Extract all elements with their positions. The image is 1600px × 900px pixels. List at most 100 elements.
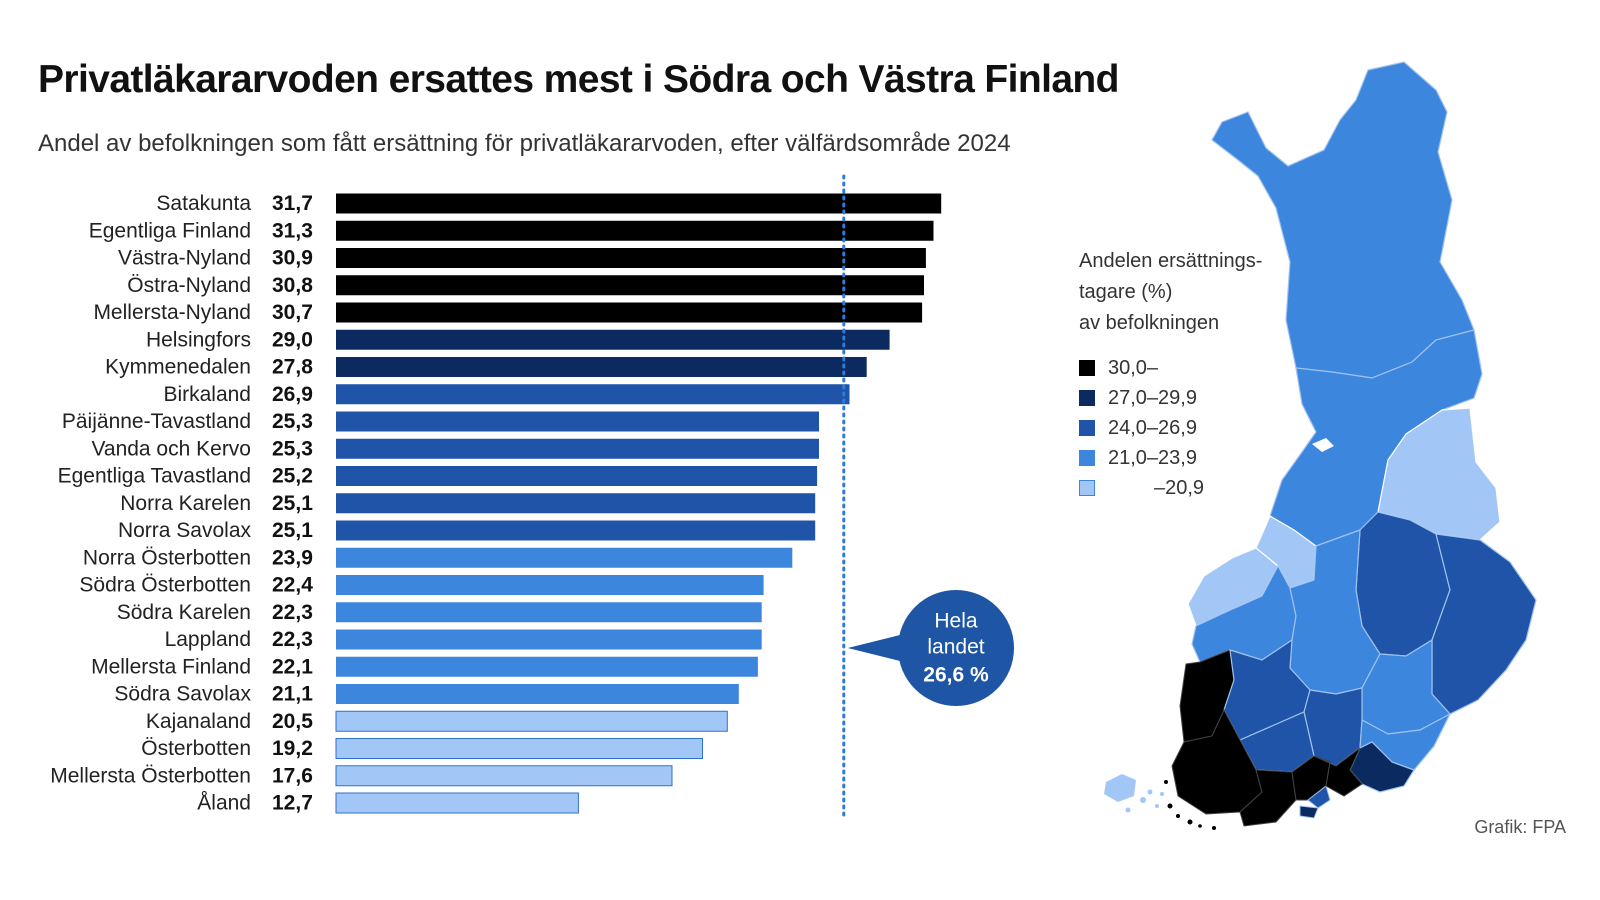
legend-title: Andelen ersättnings- tagare (%) av befol… [1079,246,1262,339]
archipelago-islet [1176,814,1180,818]
category-label: Norra Karelen [120,492,251,515]
chart-title: Privatläkararvoden ersattes mest i Södra… [38,58,1119,101]
national-average-callout: Hela landet 26,6 % [847,590,1014,706]
legend-swatch [1079,420,1095,436]
map-region-aland [1104,774,1164,813]
map-region-vanda-och-kervo [1307,785,1331,809]
category-label: Vanda och Kervo [91,437,251,460]
value-label: 19,2 [272,737,313,760]
category-label: Egentliga Tavastland [58,465,251,488]
map-region-norra-karelen [1431,533,1537,715]
bar [335,792,579,814]
bar [336,493,816,514]
legend-swatch [1079,390,1095,406]
legend-item: 21,0–23,9 [1079,443,1262,473]
value-label: 30,7 [272,301,313,324]
legend-label: 24,0–26,9 [1108,416,1197,439]
map-archipelago [1164,780,1216,830]
value-label: 25,1 [272,492,313,515]
category-label: Södra Savolax [114,683,251,706]
legend-item: –20,9 [1079,473,1262,503]
archipelago-islet [1164,780,1168,784]
callout-value: 26,6 % [923,664,989,687]
value-label: 25,3 [272,410,313,433]
value-label: 25,2 [272,465,313,488]
value-label: 22,3 [272,601,313,624]
credit: Grafik: FPA [1474,817,1566,837]
bar [336,438,819,459]
category-label: Norra Österbotten [83,546,251,569]
legend-label: 30,0– [1108,356,1159,379]
category-label: Mellersta Österbotten [50,764,251,787]
legend-label: 27,0–29,9 [1108,386,1197,409]
chart-subtitle: Andel av befolkningen som fått ersättnin… [38,130,1011,157]
legend-item: 27,0–29,9 [1079,383,1262,413]
map-region-helsingfors [1299,805,1319,819]
map-region-ostra-nyland [1313,747,1363,797]
value-label: 20,5 [272,710,313,733]
category-label: Lappland [165,628,251,651]
category-label: Södra Karelen [117,601,251,624]
value-label: 22,1 [272,655,313,678]
value-label: 25,3 [272,437,313,460]
category-label: Norra Savolax [118,519,252,542]
value-label: 12,7 [272,792,313,815]
category-label: Österbotten [141,737,251,760]
bar [336,520,816,541]
aland-islet [1160,792,1164,796]
bar [336,302,923,323]
bar [336,629,762,650]
aland-main-island [1104,774,1136,802]
callout-pointer [847,634,904,662]
category-label: Kymmenedalen [105,356,251,379]
legend-swatch [1079,360,1095,376]
category-label: Västra-Nyland [118,247,251,270]
value-label: 21,1 [272,683,313,706]
category-label: Kajanaland [146,710,251,733]
category-label: Östra-Nyland [127,274,251,297]
bar [336,575,764,595]
bar [336,411,819,432]
finland-map [1104,61,1537,830]
value-label: 23,9 [272,546,313,569]
legend-swatch [1079,480,1095,496]
value-label: 31,3 [272,219,313,242]
category-label: Åland [197,792,251,815]
value-label: 22,3 [272,628,313,651]
bar [335,710,728,732]
legend-title-line: Andelen ersättnings- [1079,250,1263,272]
value-label: 29,0 [272,328,313,351]
archipelago-islet [1187,819,1193,825]
archipelago-islet [1167,803,1173,809]
legend-label: 21,0–23,9 [1108,446,1197,469]
category-label: Birkaland [163,383,251,406]
category-label: Päijänne-Tavastland [62,410,251,433]
bar [336,220,934,241]
map-region-lappland [1211,61,1475,379]
legend-title-line: av befolkningen [1079,312,1220,334]
lake-oulujarvi [1312,438,1334,452]
category-label: Mellersta Finland [91,655,251,678]
bar [336,275,924,296]
category-label: Södra Österbotten [79,574,251,597]
callout-bubble [898,590,1014,706]
bar [336,357,867,377]
legend-swatch [1079,450,1095,466]
bar [336,193,942,214]
value-label: 31,7 [272,192,313,215]
value-label: 30,9 [272,247,313,270]
category-label: Helsingfors [146,328,251,351]
legend-label: –20,9 [1154,476,1205,499]
bar [336,466,818,486]
legend-item: 30,0– [1079,353,1262,383]
bar [335,765,673,787]
category-label: Egentliga Finland [89,219,251,242]
value-label: 17,6 [272,764,313,787]
value-label: 26,9 [272,383,313,406]
value-label: 25,1 [272,519,313,542]
callout-label-line-2: landet [927,636,984,659]
value-label: 30,8 [272,274,313,297]
value-label: 27,8 [272,356,313,379]
aland-islet [1140,797,1146,803]
